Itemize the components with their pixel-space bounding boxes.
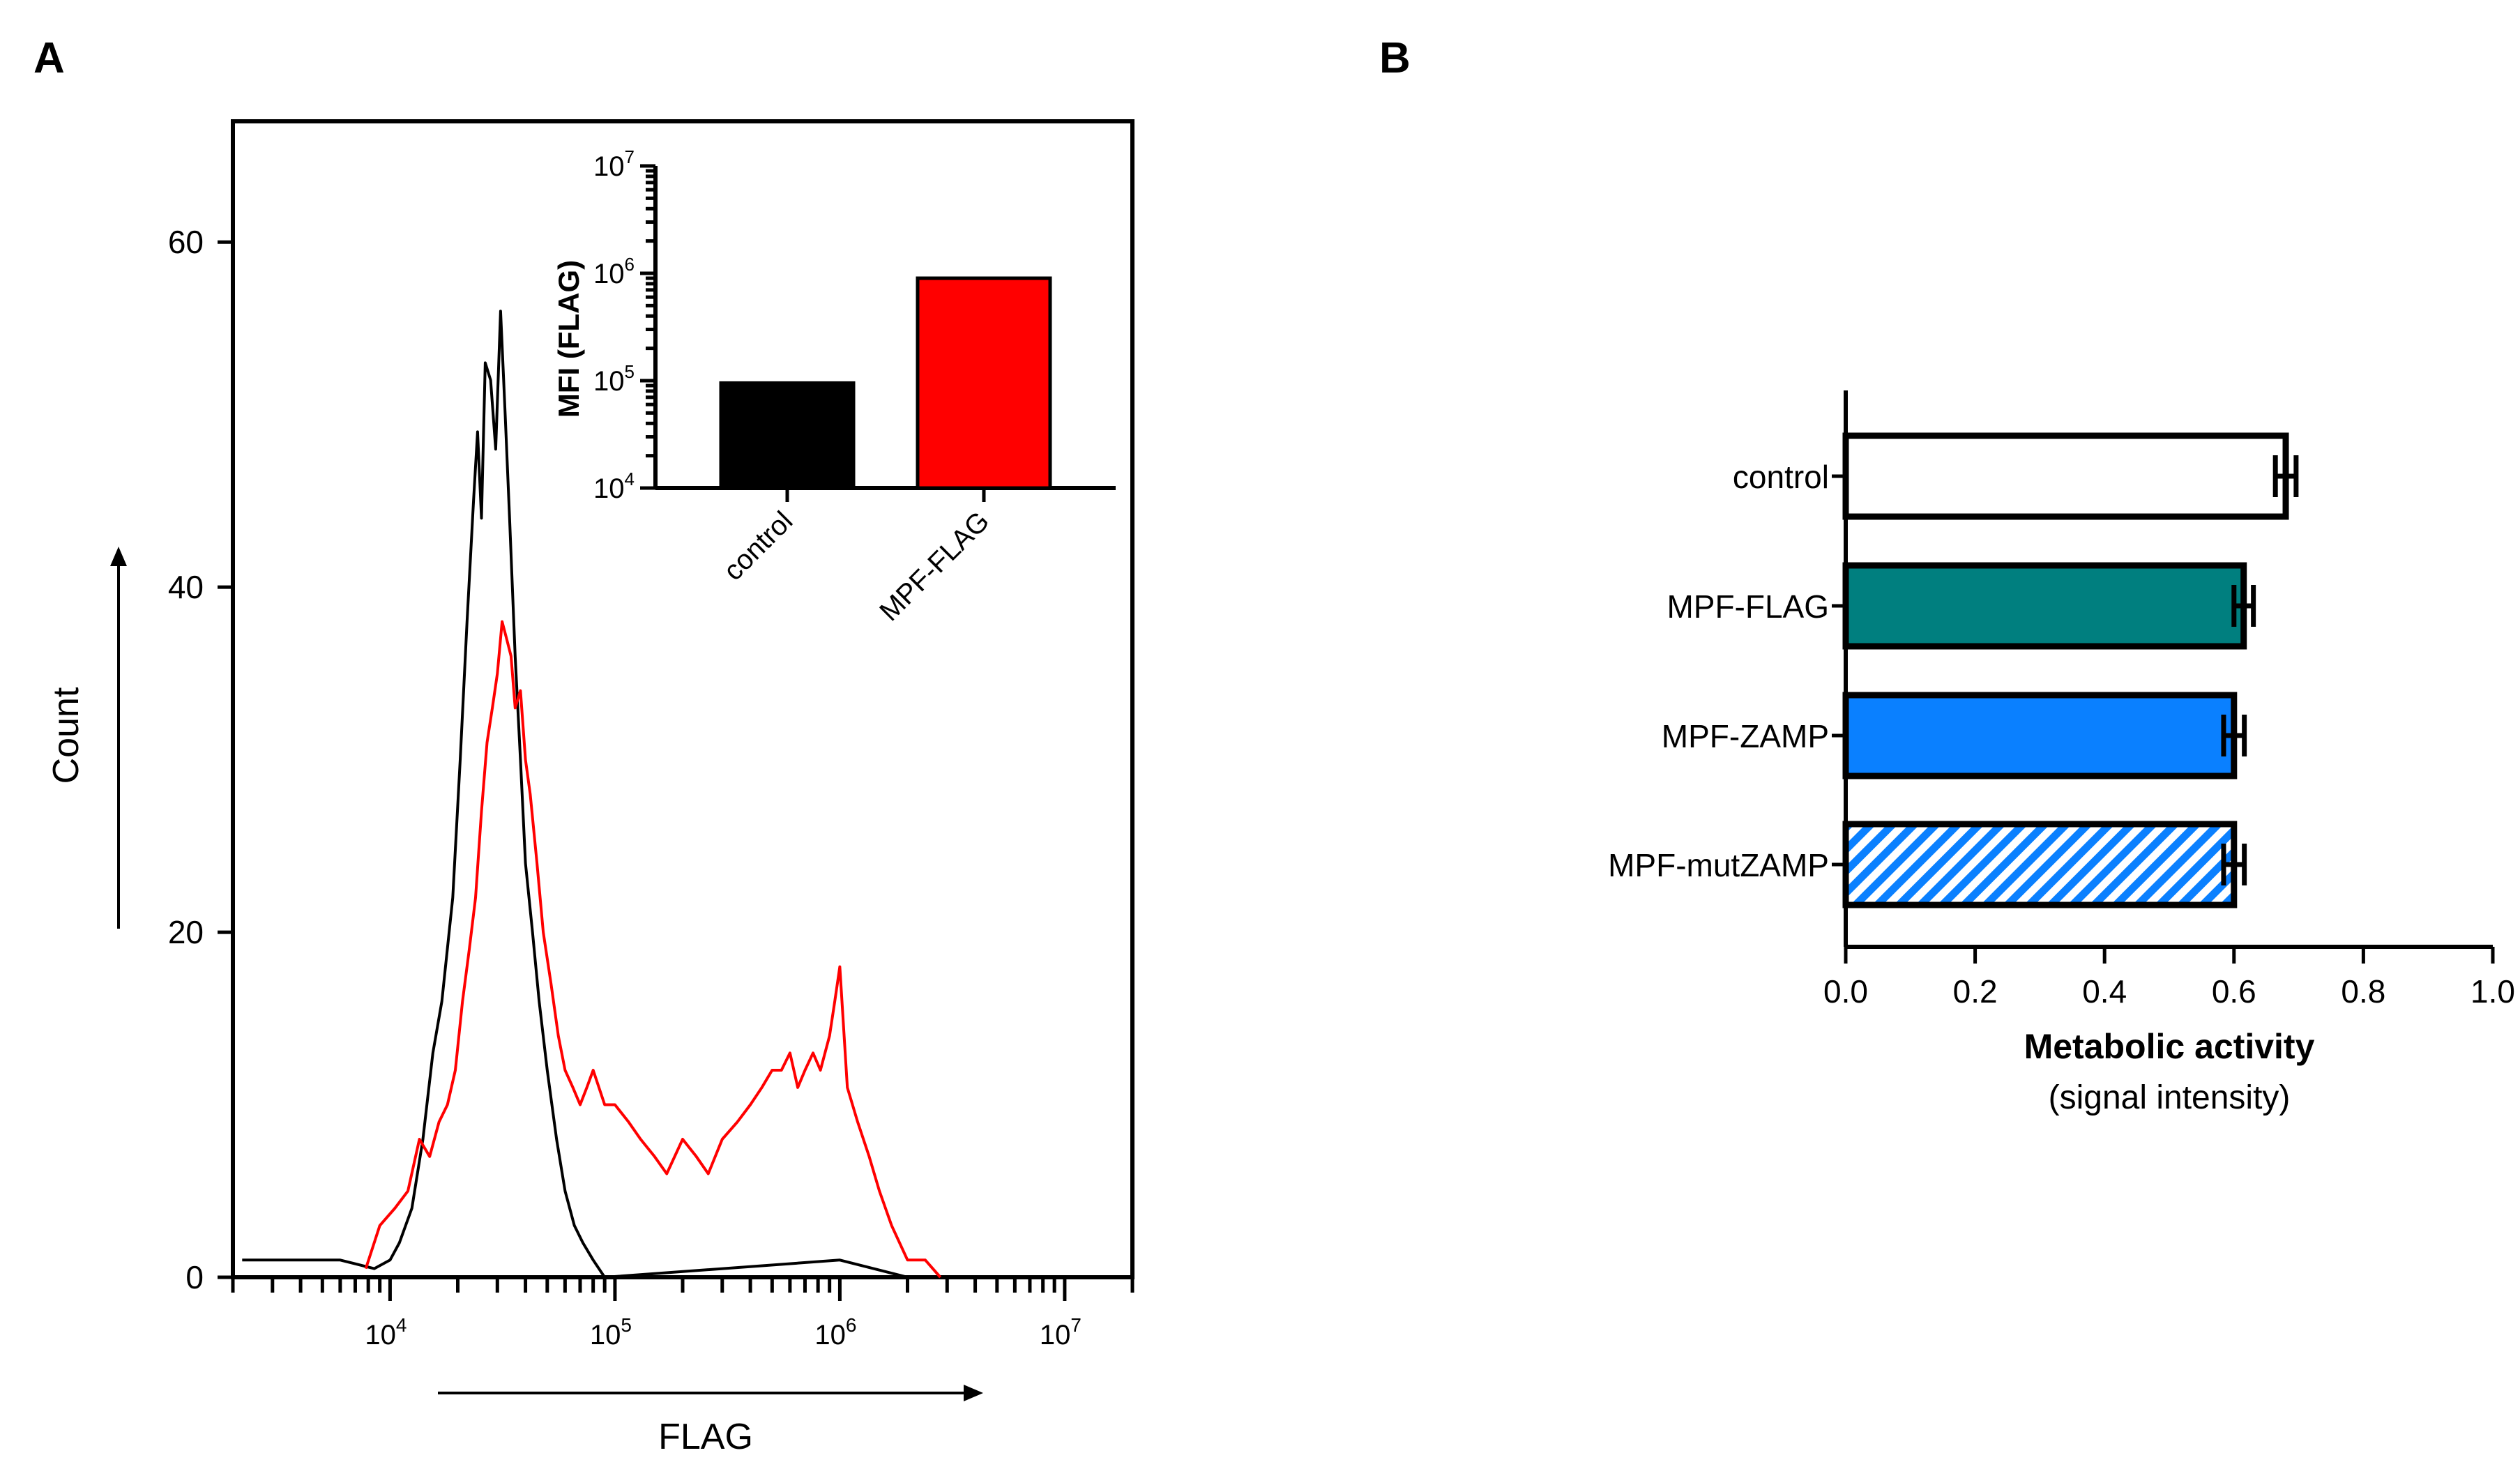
metabolic-x-tick-label: 1.0 [2470,973,2515,1010]
inset-x-tick-label: control [718,505,798,586]
metabolic-bars: control MPF-FLAG MPF-ZAMP MPF-mutZAMP [1608,432,2299,908]
x-tick-label: 107 [1040,1314,1081,1350]
series-line-mpf-flag [364,620,942,1279]
inset-bar-chart: 104 105 106 107 MFI (FLAG) control MPF-FLAG [552,146,1116,627]
x-tick-label: 104 [365,1314,407,1350]
x-arrow-icon [438,1385,983,1401]
metabolic-bar-mpf-zamp [1842,692,2238,779]
metabolic-x-label: Metabolic activity [2024,1027,2315,1066]
panel-label-a: A [33,34,65,82]
histogram-x-label: FLAG [658,1417,753,1457]
y-tick-label: 20 [168,914,204,950]
inset-x-tick-label: MPF-FLAG [874,505,995,627]
metabolic-x-tick-label: 0.8 [2341,973,2385,1010]
metabolic-x-tick-label: 0.6 [2212,973,2256,1010]
x-tick-label: 106 [814,1314,856,1350]
metabolic-bar-control [1842,432,2289,520]
metabolic-x-tick-label: 0.0 [1823,973,1868,1010]
metabolic-x-tick-label: 0.4 [2082,973,2127,1010]
y-arrow-icon [110,547,127,929]
panel-label-b: B [1379,34,1411,82]
metabolic-category-label: MPF-ZAMP [1662,718,1829,754]
y-tick-label: 60 [168,224,204,260]
inset-y-tick-label: 106 [593,254,635,289]
inset-bar-mpf-flag [916,276,1052,490]
metabolic-x-tick-label: 0.2 [1953,973,1998,1010]
inset-y-label: MFI (FLAG) [552,260,585,418]
x-tick-label: 105 [590,1314,632,1350]
metabolic-bar-mpf-flag [1842,562,2247,650]
metabolic-category-label: MPF-mutZAMP [1608,847,1829,883]
metabolic-bar-chart: 0.0 0.2 0.4 0.6 0.8 1.0 control MPF-FLAG MPF-ZA… [1608,390,2515,1116]
series-line-control [242,310,908,1279]
inset-bar-control [719,381,856,490]
histogram-y-axis: 0 20 40 60 [168,224,233,1295]
y-tick-label: 40 [168,569,204,605]
y-tick-label: 0 [185,1259,204,1295]
histogram-series [242,310,942,1279]
inset-bars [719,276,1052,502]
inset-y-tick-label: 105 [593,361,635,397]
metabolic-x-sublabel: (signal intensity) [2049,1079,2291,1116]
inset-x-labels: control MPF-FLAG [718,505,995,627]
inset-y-tick-label: 107 [593,146,635,182]
metabolic-category-label: MPF-FLAG [1667,588,1829,625]
metabolic-bar-mpf-mutzamp [1842,821,2238,908]
inset-y-tick-label: 104 [593,469,635,504]
histogram-x-axis: 104 105 106 107 [231,1277,1134,1350]
histogram-y-label: Count [46,687,86,784]
metabolic-category-label: control [1733,459,1829,495]
